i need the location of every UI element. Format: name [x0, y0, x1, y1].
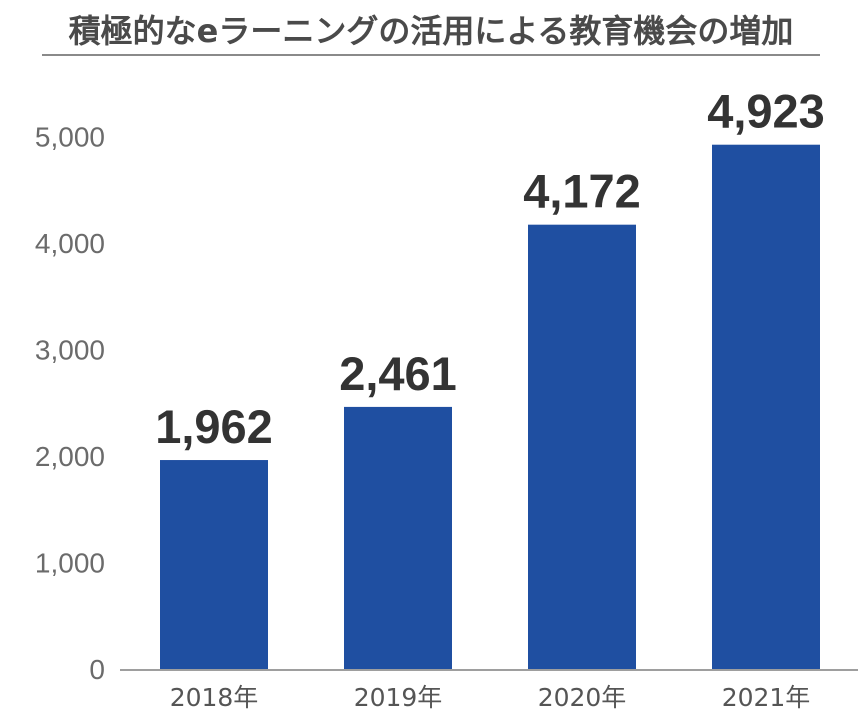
data-label: 4,172 [523, 165, 641, 218]
y-tick-label: 1,000 [35, 548, 105, 579]
y-tick-label: 3,000 [35, 335, 105, 366]
data-label: 2,461 [339, 347, 457, 400]
bar [712, 144, 820, 669]
bar [528, 224, 636, 669]
y-axis-ticks: 0 1,000 2,000 3,000 4,000 5,000 [35, 122, 105, 686]
bars-group [160, 144, 820, 669]
y-tick-label: 5,000 [35, 122, 105, 153]
y-tick-label: 4,000 [35, 228, 105, 259]
chart-title: 積極的なeラーニングの活用による教育機会の増加 [68, 12, 794, 50]
y-tick-label: 0 [89, 654, 105, 685]
data-label: 4,923 [707, 85, 825, 138]
bar [344, 406, 452, 669]
x-tick-label: 2021年 [722, 683, 811, 712]
bar [160, 460, 268, 669]
x-tick-label: 2019年 [354, 683, 443, 712]
data-label: 1,962 [155, 400, 273, 453]
x-axis-ticks: 2018年 2019年 2020年 2021年 [170, 683, 811, 712]
title-bar: 積極的なeラーニングの活用による教育機会の増加 [42, 4, 820, 56]
x-tick-label: 2018年 [170, 683, 259, 712]
x-tick-label: 2020年 [538, 683, 627, 712]
data-labels-group: 1,962 2,461 4,172 4,923 [155, 85, 825, 453]
y-tick-label: 2,000 [35, 441, 105, 472]
